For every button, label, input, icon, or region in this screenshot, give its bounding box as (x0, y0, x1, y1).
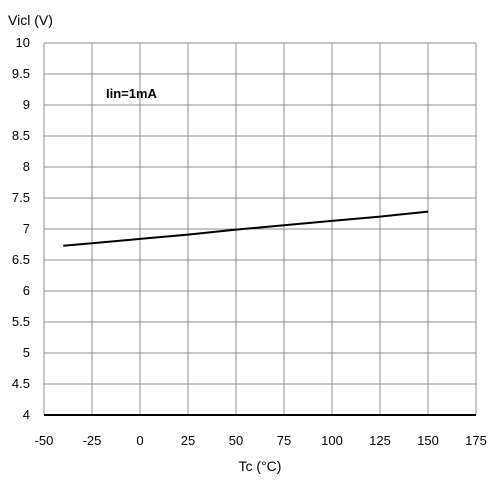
x-axis-title: Tc (°C) (239, 458, 282, 474)
y-tick-label: 9.5 (12, 66, 30, 81)
series-line-0 (63, 210, 429, 247)
y-tick-label: 6 (23, 283, 30, 298)
x-tick-label: 75 (277, 433, 291, 448)
y-tick-label: 10 (16, 35, 30, 50)
x-tick-label: -25 (83, 433, 102, 448)
y-tick-label: 5 (23, 345, 30, 360)
y-tick-label: 4 (23, 407, 30, 422)
y-tick-label: 9 (23, 97, 30, 112)
y-tick-label: 7 (23, 221, 30, 236)
x-tick-label: 125 (369, 433, 391, 448)
x-tick-label: 0 (136, 433, 143, 448)
y-tick-label: 4.5 (12, 376, 30, 391)
y-tick-label: 6.5 (12, 252, 30, 267)
x-tick-label: -50 (35, 433, 54, 448)
y-tick-label: 8.5 (12, 128, 30, 143)
annotation-iin: Iin=1mA (106, 86, 158, 101)
grid (43, 42, 477, 416)
x-tick-label: 100 (321, 433, 343, 448)
y-tick-label: 8 (23, 159, 30, 174)
series-layer (63, 210, 429, 247)
y-axis-title: Vicl (V) (8, 12, 53, 28)
x-tick-label: 150 (417, 433, 439, 448)
y-tick-label: 5.5 (12, 314, 30, 329)
y-tick-label: 7.5 (12, 190, 30, 205)
x-tick-label: 50 (229, 433, 243, 448)
x-tick-label: 25 (181, 433, 195, 448)
x-tick-labels: -50 -25 0 25 50 75 100 125 150 175 (35, 433, 487, 448)
y-tick-labels: 4 4.5 5 5.5 6 6.5 7 7.5 8 8.5 9 9.5 10 (12, 35, 30, 422)
x-tick-label: 175 (465, 433, 487, 448)
